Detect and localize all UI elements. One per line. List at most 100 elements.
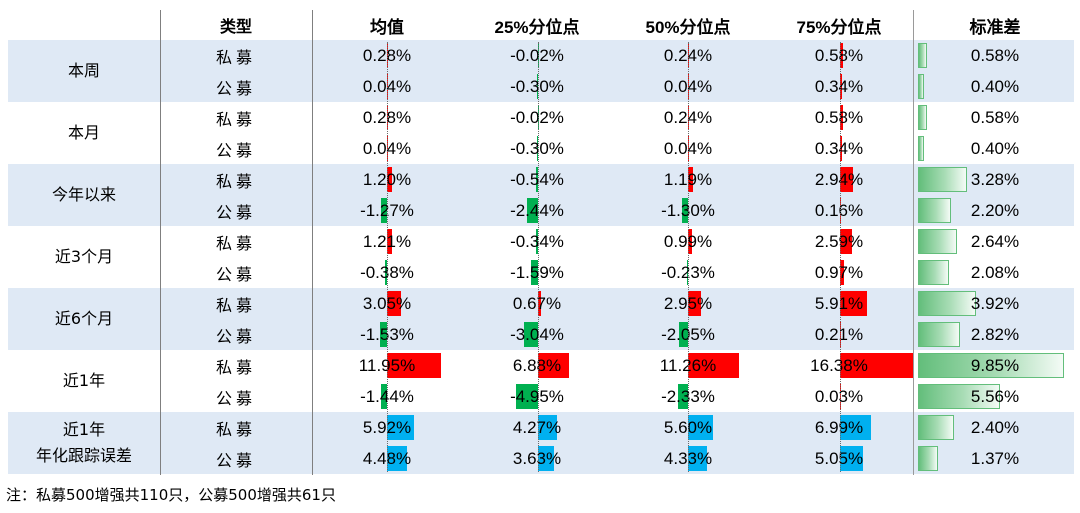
p75-data-bar	[840, 229, 852, 254]
row-group-band	[8, 102, 1074, 164]
fund-type-label: 公募	[215, 140, 256, 160]
std-value: 2.08%	[970, 262, 1020, 282]
mean-value: 0.28%	[362, 45, 412, 65]
p75-value: 0.34%	[814, 76, 864, 96]
p25-value: 0.67%	[512, 293, 562, 313]
p75-value: 16.38%	[810, 355, 868, 375]
p50-data-bar	[688, 446, 708, 471]
mean-data-bar	[381, 198, 387, 223]
p75-value: 0.03%	[814, 386, 864, 406]
std-data-bar	[918, 74, 924, 99]
p75-value: 0.97%	[814, 262, 864, 282]
period-label-line: 近6个月	[54, 309, 114, 328]
fund-type-label: 公募	[215, 202, 256, 222]
p25-value: -0.30%	[510, 76, 564, 96]
p50-value: 0.99%	[663, 231, 713, 251]
p75-data-bar	[840, 260, 845, 285]
period-label: 近1年 年化跟踪误差	[8, 412, 160, 474]
period-label: 本周	[8, 40, 160, 102]
std-value: 0.40%	[970, 138, 1020, 158]
p25-value: -2.44%	[510, 200, 564, 220]
fund-type-label: 私募	[215, 295, 256, 315]
p50-value: 0.24%	[663, 107, 713, 127]
fund-type-label: 公募	[215, 326, 256, 346]
mean-value: 0.04%	[362, 138, 412, 158]
std-data-bar	[918, 229, 958, 254]
column-divider	[312, 10, 313, 475]
std-data-bar	[918, 136, 924, 161]
p75-data-bar	[840, 353, 914, 378]
std-value: 0.40%	[970, 76, 1020, 96]
fund-type-label: 公募	[215, 388, 256, 408]
p25-data-bar	[538, 415, 558, 440]
period-label: 本月	[8, 102, 160, 164]
std-value: 2.20%	[970, 200, 1020, 220]
mean-data-bar	[387, 415, 414, 440]
mean-zero-axis	[387, 42, 388, 472]
p50-data-bar	[688, 415, 714, 440]
p50-value: 0.04%	[663, 76, 713, 96]
header-p50: 50%分位点	[645, 17, 731, 37]
p25-value: 3.63%	[512, 448, 562, 468]
period-label: 近6个月	[8, 288, 160, 350]
std-value: 5.56%	[970, 386, 1020, 406]
p25-data-bar	[524, 322, 538, 347]
mean-data-bar	[385, 260, 387, 285]
header-mean: 均值	[370, 17, 404, 37]
p50-data-bar	[688, 167, 694, 192]
p75-value: 0.34%	[814, 138, 864, 158]
mean-data-bar	[387, 229, 393, 254]
p50-value: 1.19%	[663, 169, 713, 189]
p25-value: -3.04%	[510, 324, 564, 344]
p75-data-bar	[840, 291, 867, 316]
p50-value: 0.24%	[663, 45, 713, 65]
header-type: 类型	[219, 17, 252, 36]
p50-data-bar	[678, 322, 688, 347]
p75-value: 2.94%	[814, 169, 864, 189]
p25-value: -0.30%	[510, 138, 564, 158]
p50-value: 5.60%	[663, 417, 713, 437]
p75-data-bar	[840, 105, 843, 130]
fund-type-label: 私募	[215, 357, 256, 377]
period-label-line: 近1年	[62, 371, 106, 390]
period-label: 今年以来	[8, 164, 160, 226]
p25-value: -0.02%	[510, 107, 564, 127]
p50-data-bar	[688, 229, 693, 254]
p25-value: -0.54%	[510, 169, 564, 189]
std-value: 2.64%	[970, 231, 1020, 251]
p50-data-bar	[688, 353, 739, 378]
row-group-band	[8, 40, 1074, 102]
period-label-line: 年化跟踪误差	[35, 446, 132, 465]
column-divider	[160, 10, 161, 475]
row-group-band	[8, 288, 1074, 350]
mean-value: 5.92%	[362, 417, 412, 437]
std-value: 1.37%	[970, 448, 1020, 468]
p50-value: 2.95%	[663, 293, 713, 313]
p25-value: 6.88%	[512, 355, 562, 375]
p50-value: 4.33%	[663, 448, 713, 468]
p25-value: -1.59%	[510, 262, 564, 282]
p50-data-bar	[682, 198, 688, 223]
p25-data-bar	[538, 291, 541, 316]
fund-type-label: 私募	[215, 171, 256, 191]
std-data-bar	[918, 43, 927, 68]
p25-value: -4.95%	[510, 386, 564, 406]
p50-value: 0.04%	[663, 138, 713, 158]
std-value: 0.58%	[970, 45, 1020, 65]
header-p25: 25%分位点	[494, 17, 580, 37]
std-data-bar	[918, 384, 1001, 409]
std-data-bar	[918, 105, 927, 130]
period-label-line: 本周	[67, 61, 100, 80]
mean-data-bar	[380, 322, 387, 347]
fund-type-label: 公募	[215, 450, 256, 470]
p50-data-bar	[677, 384, 688, 409]
p75-value: 0.58%	[814, 107, 864, 127]
std-value: 2.82%	[970, 324, 1020, 344]
p75-data-bar	[840, 167, 854, 192]
row-group-band	[8, 164, 1074, 226]
mean-value: 4.48%	[362, 448, 412, 468]
mean-data-bar	[380, 384, 387, 409]
p75-data-bar	[840, 43, 843, 68]
p25-data-bar	[530, 260, 538, 285]
p25-data-bar	[536, 74, 538, 99]
